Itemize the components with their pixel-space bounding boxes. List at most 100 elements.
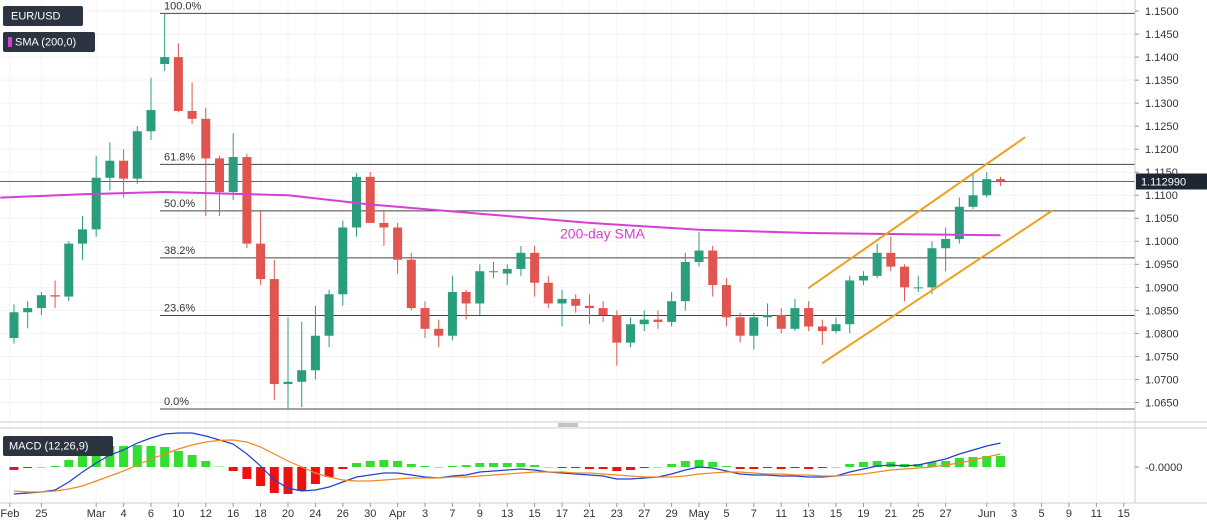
fib-label: 50.0% <box>164 198 195 210</box>
y-tick-label: 1.1200 <box>1145 144 1179 156</box>
histogram-bar <box>338 467 348 469</box>
x-tick-label: 27 <box>638 508 650 520</box>
candle-body <box>310 335 320 371</box>
x-tick-label: 15 <box>830 508 842 520</box>
y-tick-label: 1.0650 <box>1145 397 1179 409</box>
y-tick-label: 1.1400 <box>1145 52 1179 64</box>
candle-body <box>776 315 786 329</box>
histogram-bar <box>776 467 786 469</box>
histogram-bar <box>256 467 266 486</box>
candle-body <box>242 157 252 244</box>
histogram-bar <box>379 460 389 467</box>
candle-body <box>845 280 855 325</box>
histogram-bar <box>543 467 553 468</box>
candle-body <box>557 298 567 304</box>
histogram-bar <box>804 467 814 469</box>
y-tick-label: 1.0900 <box>1145 282 1179 294</box>
y-tick-label: 1.1250 <box>1145 121 1179 133</box>
histogram-bar <box>310 467 320 484</box>
signal-line <box>13 439 1001 493</box>
candle-body <box>420 308 430 329</box>
fib-levels: 100.0% 61.8% 50.0% 38.2% 23.6% 0.0% <box>160 0 1135 410</box>
candle-body <box>927 248 937 288</box>
x-tick-label: 7 <box>751 508 757 520</box>
macd-label: MACD (12,26,9) <box>9 440 88 452</box>
candle-body <box>694 250 704 263</box>
candle-body <box>571 298 581 306</box>
histogram-bar <box>516 463 526 467</box>
x-tick-label: Feb <box>0 508 19 520</box>
histogram-bar <box>680 461 690 467</box>
histogram-bar <box>228 467 238 471</box>
histogram-bar <box>50 466 60 467</box>
histogram-bar <box>872 461 882 467</box>
histogram-bar <box>995 456 1005 467</box>
candle-body <box>913 287 923 289</box>
candle-body <box>269 279 279 385</box>
x-tick-label: 3 <box>1011 508 1017 520</box>
x-tick-label: 26 <box>337 508 349 520</box>
x-tick-label: 23 <box>611 508 623 520</box>
histogram-bar <box>708 462 718 467</box>
histogram-bar <box>77 453 87 467</box>
histogram-bar <box>132 445 142 467</box>
sma-line <box>0 190 1001 237</box>
histogram-bar <box>941 461 951 467</box>
histogram-bar <box>982 456 992 467</box>
candle-body <box>187 110 197 119</box>
channel-line <box>807 136 1026 290</box>
x-tick-label: 12 <box>200 508 212 520</box>
candle-body <box>119 160 129 179</box>
candle-body <box>653 319 663 322</box>
candle-body <box>941 239 951 249</box>
x-tick-label: 18 <box>254 508 266 520</box>
y-tick-label: 1.1000 <box>1145 236 1179 248</box>
histogram-bar <box>858 462 868 467</box>
candle-body <box>667 301 677 322</box>
x-tick-label: 15 <box>1118 508 1130 520</box>
candle-body <box>886 252 896 267</box>
x-tick-label: May <box>689 508 710 520</box>
histogram-bar <box>91 449 101 467</box>
histogram-bar <box>694 460 704 467</box>
histogram-bar <box>146 446 156 467</box>
candle-body <box>872 252 882 276</box>
candle-body <box>283 381 293 385</box>
histogram-bar <box>242 467 252 479</box>
candle-body <box>173 57 183 111</box>
last-price-label: 1.112990 <box>1141 176 1186 188</box>
price-panel <box>0 13 1135 409</box>
histogram-bar <box>214 466 224 468</box>
x-tick-label: 21 <box>885 508 897 520</box>
y-tick-label: 1.0950 <box>1145 259 1179 271</box>
macd-box[interactable] <box>3 436 113 456</box>
candle-body <box>502 268 512 274</box>
x-tick-label: 13 <box>803 508 815 520</box>
candle-body <box>393 227 403 260</box>
candle-body <box>543 282 553 304</box>
histogram-bar <box>160 447 170 467</box>
indicator-label: SMA (200,0) <box>15 36 76 48</box>
indicator-box[interactable] <box>3 32 95 52</box>
candle-body <box>461 291 471 304</box>
candle-body <box>406 259 416 309</box>
candle-body <box>749 317 759 336</box>
symbol-box[interactable] <box>3 6 83 26</box>
histogram-bar <box>173 451 183 467</box>
histogram-bar <box>434 467 444 468</box>
candle-body <box>36 295 46 309</box>
sma-annotation: 200-day SMA <box>560 226 645 242</box>
histogram-bar <box>119 446 129 467</box>
histogram-bar <box>23 467 33 468</box>
x-tick-label: 4 <box>121 508 127 520</box>
candle-body <box>735 317 745 336</box>
candle-body <box>160 57 170 65</box>
candle-body <box>214 158 224 193</box>
histogram-bar <box>817 467 827 468</box>
histogram-bar <box>324 467 334 477</box>
candle-body <box>598 308 608 315</box>
histogram-bar <box>571 467 581 468</box>
y-tick-label: 1.1050 <box>1145 213 1179 225</box>
x-tick-label: 3 <box>422 508 428 520</box>
